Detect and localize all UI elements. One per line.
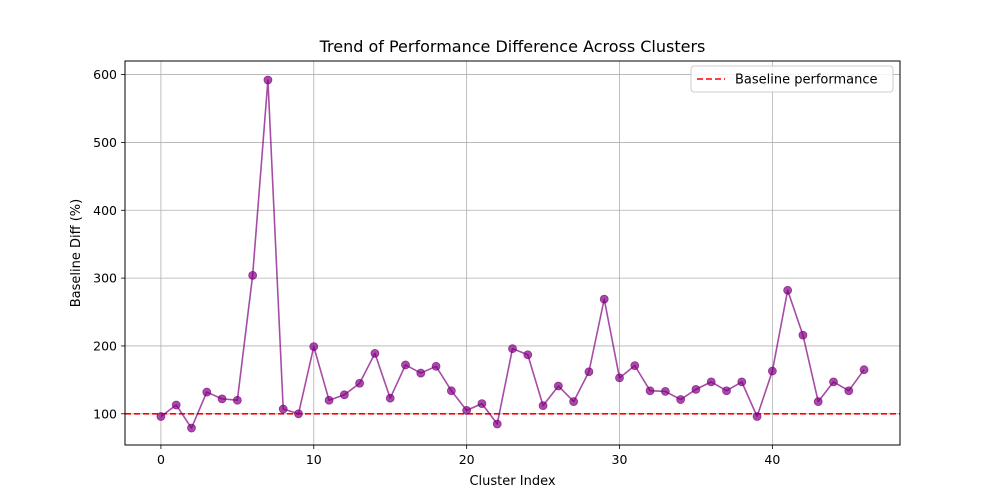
legend: Baseline performance [690,65,894,93]
data-point [859,365,869,375]
data-point [706,377,716,387]
y-tick-label: 100 [93,406,117,421]
data-point [691,384,701,394]
data-point [752,412,762,421]
x-tick-label: 30 [612,452,628,467]
data-point [615,373,624,383]
data-point [232,395,242,405]
data-point [324,395,334,405]
data-point [401,360,410,370]
data-point [248,270,258,280]
data-point [676,395,686,404]
axis-ticks: 0 10 20 30 40 100 200 300 400 500 600 [93,67,780,467]
data-point [844,386,854,396]
x-tick-label: 20 [459,452,475,467]
legend-box [690,65,894,93]
x-tick-label: 10 [306,452,322,467]
data-point [722,386,731,396]
data-point [645,386,655,396]
data-point [492,419,502,429]
series-layer [156,75,869,433]
data-point [553,381,563,391]
data-point [431,361,441,371]
x-tick-label: 40 [764,452,780,467]
y-axis-label: Baseline Diff (%) [69,199,84,307]
data-point [477,399,487,409]
data-point [355,378,365,388]
data-point [217,394,227,404]
x-axis-label: Cluster Index [469,474,555,489]
data-point [660,387,670,396]
data-point [767,366,777,376]
data-point [508,344,517,354]
data-point [523,350,533,360]
data-point [294,409,303,419]
data-point [202,387,212,397]
data-point [339,390,349,400]
data-point [813,397,823,406]
legend-baseline-label: Baseline performance [735,73,878,88]
data-point [599,294,609,304]
data-point [569,397,579,406]
data-point [171,400,181,410]
data-point [538,401,548,411]
data-point [630,361,640,371]
chart-title: Trend of Performance Difference Across C… [319,37,706,56]
data-point [156,412,166,421]
data-point [584,367,594,377]
data-point [829,377,838,387]
data-point [370,349,380,358]
data-point [446,386,456,396]
plot-frame [124,60,901,446]
y-tick-label: 600 [93,67,117,82]
data-point [187,423,196,433]
data-point [798,330,808,340]
x-tick-label: 0 [157,452,165,467]
y-tick-label: 300 [93,271,117,286]
y-tick-label: 200 [93,338,117,353]
data-point [416,368,426,378]
data-point [462,405,472,415]
data-point [737,377,747,387]
data-point [309,342,319,352]
data-point [278,404,288,414]
data-point [783,285,793,295]
y-tick-label: 400 [93,203,117,218]
data-point [263,75,273,85]
y-tick-label: 500 [93,135,117,150]
data-point [385,393,395,403]
